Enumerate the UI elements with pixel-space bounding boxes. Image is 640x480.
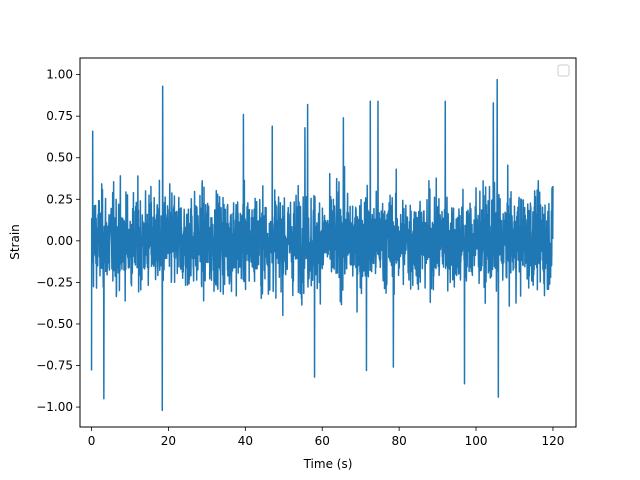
x-tick-label: 60 [315, 434, 330, 448]
strain-series-line [90, 78, 554, 412]
y-tick-label: −1.00 [36, 400, 73, 414]
legend [557, 64, 570, 77]
y-tick-label: 0.00 [46, 234, 73, 248]
series-line-group [90, 78, 554, 412]
x-tick-label: 80 [391, 434, 406, 448]
y-tick-label: 0.50 [46, 151, 73, 165]
x-axis: 0 20 40 60 80 100 120 [88, 427, 564, 448]
x-tick-label: 100 [465, 434, 488, 448]
y-tick-label: 1.00 [46, 68, 73, 82]
x-tick-label: 120 [541, 434, 564, 448]
axes-frame [79, 57, 577, 428]
x-tick-label: 40 [238, 434, 253, 448]
y-tick-label: −0.50 [36, 317, 73, 331]
y-tick-label: −0.75 [36, 359, 73, 373]
y-tick-label: −0.25 [36, 275, 73, 289]
y-tick-label: 0.75 [46, 109, 73, 123]
x-axis-label: Time (s) [303, 457, 353, 471]
x-tick-label: 0 [88, 434, 96, 448]
y-tick-label: 0.25 [46, 192, 73, 206]
y-axis-label: Strain [8, 224, 22, 260]
y-axis: −1.00 −0.75 −0.50 −0.25 0.00 0.25 0.50 0.75 1.00 [36, 68, 80, 414]
x-tick-label: 20 [161, 434, 176, 448]
legend-swatch [557, 64, 570, 77]
